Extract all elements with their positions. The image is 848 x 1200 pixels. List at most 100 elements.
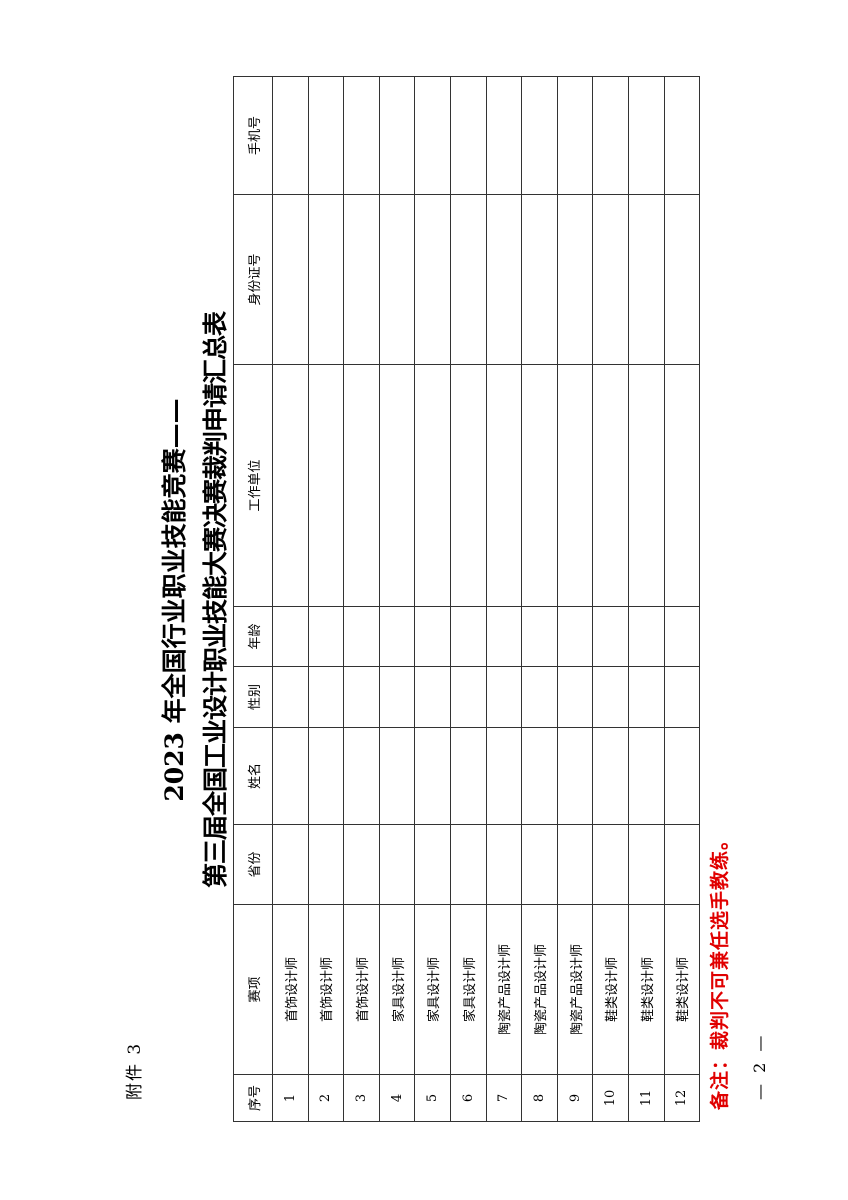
empty-cell[interactable] xyxy=(450,364,487,607)
column-header: 年龄 xyxy=(233,606,273,667)
empty-cell[interactable] xyxy=(450,606,487,667)
empty-cell[interactable] xyxy=(664,824,700,905)
remark-note: 备注：裁判不可兼任选手教练。 xyxy=(709,829,731,1110)
empty-cell[interactable] xyxy=(343,727,380,825)
empty-cell[interactable] xyxy=(592,666,629,728)
empty-cell[interactable] xyxy=(450,76,487,195)
empty-cell[interactable] xyxy=(414,666,451,728)
table-row: 2 首饰设计师 xyxy=(308,76,344,1122)
empty-cell[interactable] xyxy=(414,76,451,195)
empty-cell[interactable] xyxy=(557,606,593,667)
row-number: 4 xyxy=(379,1074,415,1122)
empty-cell[interactable] xyxy=(414,364,451,607)
empty-cell[interactable] xyxy=(557,364,593,607)
row-number: 8 xyxy=(521,1074,558,1122)
empty-cell[interactable] xyxy=(379,76,415,195)
empty-cell[interactable] xyxy=(664,727,700,825)
empty-cell[interactable] xyxy=(486,606,522,667)
empty-cell[interactable] xyxy=(557,76,593,195)
empty-cell[interactable] xyxy=(272,666,309,728)
empty-cell[interactable] xyxy=(272,727,309,825)
empty-cell[interactable] xyxy=(308,194,344,365)
empty-cell[interactable] xyxy=(592,364,629,607)
empty-cell[interactable] xyxy=(486,666,522,728)
empty-cell[interactable] xyxy=(379,824,415,905)
empty-cell[interactable] xyxy=(450,194,487,365)
column-header: 手机号 xyxy=(233,76,273,195)
empty-cell[interactable] xyxy=(272,194,309,365)
empty-cell[interactable] xyxy=(272,824,309,905)
row-number: 10 xyxy=(592,1074,629,1122)
empty-cell[interactable] xyxy=(664,194,700,365)
empty-cell[interactable] xyxy=(379,666,415,728)
empty-cell[interactable] xyxy=(592,824,629,905)
empty-cell[interactable] xyxy=(379,727,415,825)
empty-cell[interactable] xyxy=(343,606,380,667)
empty-cell[interactable] xyxy=(272,76,309,195)
event-cell: 陶瓷产品设计师 xyxy=(486,904,522,1075)
empty-cell[interactable] xyxy=(343,824,380,905)
empty-cell[interactable] xyxy=(450,666,487,728)
empty-cell[interactable] xyxy=(521,666,558,728)
empty-cell[interactable] xyxy=(414,194,451,365)
table-row: 9 陶瓷产品设计师 xyxy=(557,76,593,1122)
empty-cell[interactable] xyxy=(521,76,558,195)
empty-cell[interactable] xyxy=(308,606,344,667)
row-number: 12 xyxy=(664,1074,700,1122)
empty-cell[interactable] xyxy=(628,76,665,195)
header-row: 序号 赛项 省份 姓名 性别 年龄 工作单位 身份证号 手机号 xyxy=(233,76,273,1122)
empty-cell[interactable] xyxy=(557,727,593,825)
empty-cell[interactable] xyxy=(308,364,344,607)
empty-cell[interactable] xyxy=(628,727,665,825)
empty-cell[interactable] xyxy=(486,824,522,905)
empty-cell[interactable] xyxy=(486,364,522,607)
empty-cell[interactable] xyxy=(521,727,558,825)
empty-cell[interactable] xyxy=(308,666,344,728)
empty-cell[interactable] xyxy=(414,824,451,905)
empty-cell[interactable] xyxy=(521,194,558,365)
empty-cell[interactable] xyxy=(521,606,558,667)
empty-cell[interactable] xyxy=(486,727,522,825)
empty-cell[interactable] xyxy=(343,194,380,365)
empty-cell[interactable] xyxy=(486,76,522,195)
empty-cell[interactable] xyxy=(628,194,665,365)
empty-cell[interactable] xyxy=(628,824,665,905)
column-header: 工作单位 xyxy=(233,364,273,607)
table-row: 11 鞋类设计师 xyxy=(628,76,665,1122)
empty-cell[interactable] xyxy=(664,666,700,728)
empty-cell[interactable] xyxy=(664,76,700,195)
empty-cell[interactable] xyxy=(308,76,344,195)
empty-cell[interactable] xyxy=(414,606,451,667)
empty-cell[interactable] xyxy=(379,194,415,365)
empty-cell[interactable] xyxy=(592,606,629,667)
event-cell: 首饰设计师 xyxy=(308,904,344,1075)
empty-cell[interactable] xyxy=(379,364,415,607)
empty-cell[interactable] xyxy=(272,364,309,607)
empty-cell[interactable] xyxy=(308,824,344,905)
empty-cell[interactable] xyxy=(557,194,593,365)
empty-cell[interactable] xyxy=(521,364,558,607)
empty-cell[interactable] xyxy=(592,727,629,825)
empty-cell[interactable] xyxy=(592,76,629,195)
empty-cell[interactable] xyxy=(450,727,487,825)
empty-cell[interactable] xyxy=(628,666,665,728)
empty-cell[interactable] xyxy=(308,727,344,825)
empty-cell[interactable] xyxy=(664,364,700,607)
empty-cell[interactable] xyxy=(272,606,309,667)
empty-cell[interactable] xyxy=(343,76,380,195)
empty-cell[interactable] xyxy=(628,606,665,667)
empty-cell[interactable] xyxy=(664,606,700,667)
empty-cell[interactable] xyxy=(592,194,629,365)
column-header: 姓名 xyxy=(233,727,273,825)
event-cell: 鞋类设计师 xyxy=(664,904,700,1075)
empty-cell[interactable] xyxy=(557,824,593,905)
empty-cell[interactable] xyxy=(343,666,380,728)
empty-cell[interactable] xyxy=(414,727,451,825)
empty-cell[interactable] xyxy=(379,606,415,667)
empty-cell[interactable] xyxy=(486,194,522,365)
empty-cell[interactable] xyxy=(557,666,593,728)
empty-cell[interactable] xyxy=(628,364,665,607)
empty-cell[interactable] xyxy=(450,824,487,905)
empty-cell[interactable] xyxy=(521,824,558,905)
empty-cell[interactable] xyxy=(343,364,380,607)
